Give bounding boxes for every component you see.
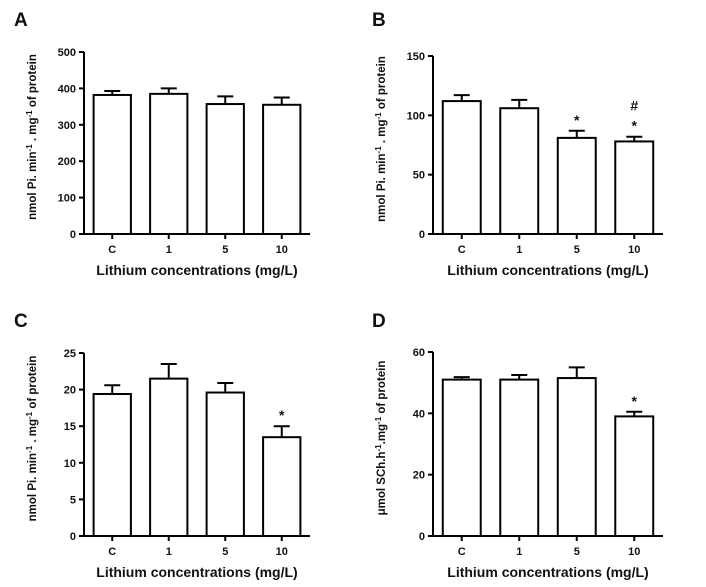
significance-mark: *: [632, 393, 638, 409]
y-tick-label: 60: [413, 347, 425, 359]
y-tick-label: 20: [64, 385, 76, 397]
bar: [205, 391, 245, 538]
bar: [441, 100, 482, 235]
panel-letter: B: [372, 10, 386, 31]
y-tick-label: 20: [413, 470, 425, 482]
x-axis-label: Lithium concentrations (mg/L): [447, 564, 648, 580]
y-tick-label: 150: [407, 51, 425, 63]
y-tick-label: 5: [70, 494, 76, 506]
bar: [556, 136, 597, 236]
bar: [614, 140, 655, 235]
x-tick-label: C: [108, 244, 116, 256]
panel-a: A 0 100 200 300 400 500 C 1 5 10 Lithium concentrat…: [14, 10, 310, 278]
y-tick-label: 100: [407, 110, 425, 122]
bar: [556, 377, 597, 538]
x-tick-label: 1: [166, 244, 172, 256]
x-tick-label: C: [458, 546, 466, 558]
bar: [262, 436, 302, 537]
x-tick-label: 10: [276, 546, 288, 558]
x-axis-label: Lithium concentrations (mg/L): [447, 262, 648, 278]
y-tick-label: 200: [58, 156, 76, 168]
y-tick-label: 300: [58, 120, 76, 132]
x-tick-label: 5: [574, 546, 580, 558]
x-tick-label: 10: [628, 546, 640, 558]
y-tick-label: 400: [58, 83, 76, 95]
y-tick-label: 0: [70, 531, 76, 543]
panel-d: D 0 20 40 60 C 1 5 10 * Lithium concentrations (mg…: [372, 311, 663, 580]
bar: [149, 377, 189, 537]
bar: [92, 93, 132, 236]
x-tick-label: 1: [516, 244, 522, 256]
bar: [149, 92, 189, 235]
panel-letter: C: [14, 311, 28, 332]
y-tick-label: 25: [64, 348, 76, 360]
x-tick-label: 5: [574, 244, 580, 256]
y-tick-label: 0: [419, 531, 425, 543]
y-tick-label: 0: [419, 229, 425, 241]
x-tick-label: 5: [222, 546, 228, 558]
x-tick-label: C: [458, 244, 466, 256]
y-tick-label: 0: [70, 229, 76, 241]
bar: [92, 392, 132, 537]
x-tick-label: 10: [628, 244, 640, 256]
y-axis-label: nmol Pi. min-1 . mg-1 of protein: [25, 54, 40, 220]
bar: [262, 103, 302, 235]
x-tick-label: 1: [516, 546, 522, 558]
bar: [614, 415, 655, 537]
x-tick-label: 5: [222, 244, 228, 256]
bar: [205, 103, 245, 235]
panel-letter: D: [372, 311, 386, 332]
y-tick-label: 50: [413, 170, 425, 182]
y-tick-label: 15: [64, 421, 76, 433]
x-axis-label: Lithium concentrations (mg/L): [96, 564, 297, 580]
significance-mark: #: [630, 98, 638, 114]
significance-mark: *: [574, 112, 580, 128]
panel-letter: A: [14, 10, 28, 31]
y-axis-label: nmol Pi. min-1 . mg-1 of protein: [374, 56, 389, 222]
x-axis-label: Lithium concentrations (mg/L): [96, 262, 297, 278]
x-tick-label: 10: [276, 244, 288, 256]
x-tick-label: C: [108, 546, 116, 558]
y-tick-label: 100: [58, 193, 76, 205]
bar: [441, 378, 482, 537]
y-axis-label: μmol SCh.h-1.mg-1 of protein: [374, 361, 389, 516]
panel-b: B 0 50 100 150 C 1 5 * 10 * # Lithium concentrations…: [372, 10, 663, 278]
y-tick-label: 40: [413, 408, 425, 420]
significance-mark: *: [279, 407, 285, 423]
bar: [499, 107, 540, 235]
y-tick-label: 500: [58, 47, 76, 59]
bar: [499, 378, 540, 537]
significance-mark: *: [632, 118, 638, 134]
y-axis-label: nmol Pi. min-1 . mg-1 of protein: [25, 356, 40, 522]
x-tick-label: 1: [166, 546, 172, 558]
y-tick-label: 10: [64, 458, 76, 470]
